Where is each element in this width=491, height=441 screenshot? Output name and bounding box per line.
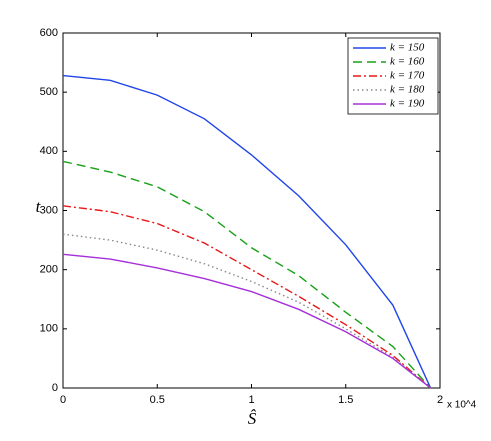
series-line <box>62 253 432 389</box>
legend-label: k = 190 <box>390 98 425 110</box>
x-tick-label: 0.5 <box>150 394 165 406</box>
x-tick-label: 1.5 <box>338 394 353 406</box>
x-tick-label: 0 <box>60 394 66 406</box>
y-tick-label: 600 <box>40 27 58 39</box>
y-tick-label: 300 <box>40 204 58 216</box>
y-tick-label: 0 <box>52 382 58 394</box>
legend-label: k = 180 <box>390 84 425 96</box>
x-axis-label: Ŝ <box>248 409 257 428</box>
y-axis-label: t <box>36 197 42 216</box>
legend-label: k = 160 <box>390 56 425 68</box>
x-tick-label: 2 <box>437 394 443 406</box>
series-line <box>62 205 432 389</box>
y-tick-label: 400 <box>40 145 58 157</box>
series-line <box>62 74 432 389</box>
x-exponent: x 10^4 <box>447 400 477 411</box>
legend-label: k = 150 <box>390 42 425 54</box>
y-tick-label: 500 <box>40 86 58 98</box>
x-tick-label: 1 <box>248 394 254 406</box>
series-line <box>62 233 432 389</box>
y-tick-label: 200 <box>40 264 58 276</box>
legend-label: k = 170 <box>390 70 425 82</box>
series-line <box>62 160 432 389</box>
legend-box <box>347 37 439 115</box>
y-tick-label: 100 <box>40 323 58 335</box>
